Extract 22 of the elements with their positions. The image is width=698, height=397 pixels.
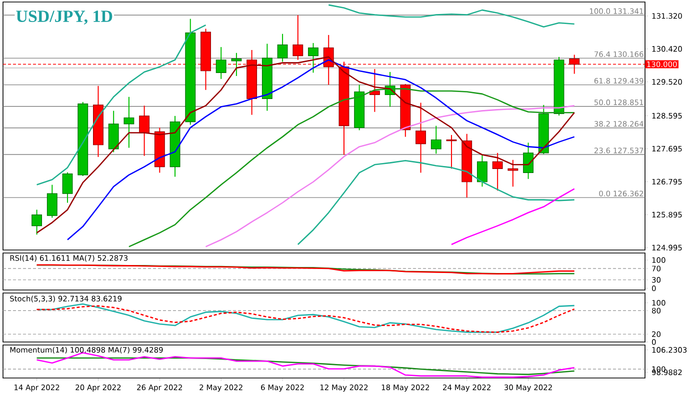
candlestick (416, 102, 426, 174)
candlestick (124, 96, 134, 148)
chart-title: USD/JPY, 1D (16, 10, 112, 24)
candlestick (492, 152, 503, 192)
candlestick (508, 159, 518, 188)
candlestick (523, 142, 534, 180)
line-series (297, 160, 576, 246)
candlestick (277, 33, 288, 62)
candlestick (62, 172, 73, 204)
candlestick (430, 125, 442, 154)
candlestick (446, 134, 457, 170)
candlestick (32, 209, 42, 236)
candlestick (292, 14, 304, 60)
candlestick (139, 105, 150, 156)
candlestick (308, 42, 318, 74)
candlestick (216, 46, 226, 80)
candlestick (231, 52, 242, 76)
line-series (450, 188, 576, 246)
candlestick (46, 184, 58, 218)
candlestick (369, 68, 380, 112)
line-series (205, 105, 576, 248)
candlestick (476, 154, 488, 188)
